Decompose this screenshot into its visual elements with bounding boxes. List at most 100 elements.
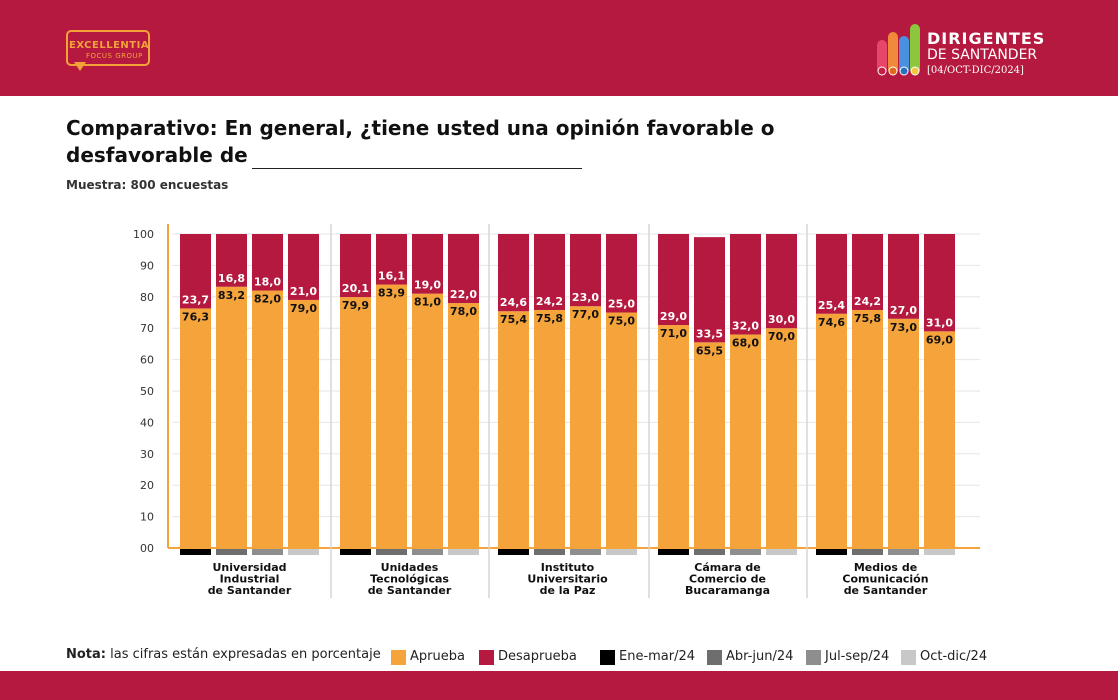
- chart-title: Comparativo: En general, ¿tiene usted un…: [66, 115, 826, 169]
- bar-desaprueba: [924, 234, 955, 332]
- data-label-desaprueba: 29,0: [660, 310, 687, 323]
- bar-desaprueba: [570, 234, 601, 307]
- bar-aprueba: [570, 306, 601, 548]
- category-label: Cámara de: [694, 561, 760, 574]
- bar-desaprueba: [606, 234, 637, 313]
- bar-aprueba: [180, 308, 211, 548]
- bar-desaprueba: [376, 234, 407, 285]
- sample-size: Muestra: 800 encuestas: [66, 178, 229, 192]
- period-marker: [216, 549, 247, 555]
- bar-desaprueba: [730, 234, 761, 335]
- bar-aprueba: [288, 299, 319, 548]
- data-label-desaprueba: 25,4: [818, 299, 845, 312]
- data-label-aprueba: 75,8: [854, 312, 881, 325]
- bar-aprueba: [766, 328, 797, 548]
- category-label: Medios de: [854, 561, 917, 574]
- bar-desaprueba: [888, 234, 919, 319]
- bar-desaprueba: [180, 234, 211, 309]
- legend-swatch-ene-mar: [600, 650, 615, 665]
- data-label-aprueba: 75,8: [536, 312, 563, 325]
- footer-bar: [0, 671, 1118, 700]
- legend-swatch-oct-dic: [901, 650, 916, 665]
- period-marker: [730, 549, 761, 555]
- y-tick-label: 00: [140, 542, 154, 555]
- category-label: Universitario: [527, 573, 608, 586]
- legend-swatch-aprueba: [391, 650, 406, 665]
- data-label-aprueba: 75,4: [500, 313, 527, 326]
- bar-desaprueba: [412, 234, 443, 294]
- bar-desaprueba: [216, 234, 247, 287]
- data-label-desaprueba: 23,0: [572, 291, 599, 304]
- data-label-desaprueba: 25,0: [608, 298, 635, 311]
- period-marker: [852, 549, 883, 555]
- data-label-desaprueba: 24,6: [500, 296, 527, 309]
- period-marker: [816, 549, 847, 555]
- excellentia-logo: EXCELLENTIA FOCUS GROUP: [66, 30, 156, 74]
- category-label: de la Paz: [540, 584, 596, 597]
- category-label: Comercio de: [689, 573, 766, 586]
- brand-logo: DIRIGENTES DE SANTANDER [04/OCT-DIC/2024…: [875, 22, 1075, 82]
- bar-aprueba: [412, 293, 443, 548]
- brand-date: [04/OCT-DIC/2024]: [927, 65, 1024, 76]
- y-tick-label: 60: [140, 354, 154, 367]
- bar-aprueba: [498, 311, 529, 548]
- bar-aprueba: [694, 342, 725, 548]
- y-tick-label: 90: [140, 259, 154, 272]
- category-label: de Santander: [208, 584, 292, 597]
- category-label: Unidades: [381, 561, 439, 574]
- legend-swatch-desaprueba: [479, 650, 494, 665]
- bar-aprueba: [658, 325, 689, 548]
- bar-aprueba: [888, 318, 919, 548]
- category-label: de Santander: [844, 584, 928, 597]
- footnote-label: Nota:: [66, 647, 106, 662]
- bar-desaprueba: [498, 234, 529, 312]
- data-label-aprueba: 83,2: [218, 289, 245, 302]
- data-label-desaprueba: 27,0: [890, 304, 917, 317]
- period-marker: [888, 549, 919, 555]
- data-label-aprueba: 82,0: [254, 293, 281, 306]
- data-label-desaprueba: 23,7: [182, 293, 209, 306]
- data-label-aprueba: 76,3: [182, 310, 209, 323]
- data-label-aprueba: 65,5: [696, 344, 723, 357]
- period-marker: [412, 549, 443, 555]
- bar-desaprueba: [816, 234, 847, 314]
- data-label-aprueba: 77,0: [572, 308, 599, 321]
- period-marker: [570, 549, 601, 555]
- brand-title: DIRIGENTES: [927, 29, 1046, 48]
- period-marker: [252, 549, 283, 555]
- category-label: Industrial: [220, 573, 280, 586]
- category-label: Bucaramanga: [685, 584, 770, 597]
- period-marker: [376, 549, 407, 555]
- data-label-desaprueba: 24,2: [854, 295, 881, 308]
- data-label-aprueba: 78,0: [450, 305, 477, 318]
- data-label-desaprueba: 31,0: [926, 316, 953, 329]
- y-tick-label: 20: [140, 479, 154, 492]
- legend-swatch-abr-jun: [707, 650, 722, 665]
- bar-aprueba: [852, 309, 883, 548]
- bar-desaprueba: [534, 234, 565, 310]
- bar-aprueba: [340, 297, 371, 548]
- data-label-desaprueba: 16,8: [218, 272, 245, 285]
- data-label-aprueba: 70,0: [768, 330, 795, 343]
- data-label-aprueba: 81,0: [414, 296, 441, 309]
- bar-desaprueba: [252, 234, 283, 291]
- period-marker: [340, 549, 371, 555]
- category-label: de Santander: [368, 584, 452, 597]
- stacked-bar-chart: 00 10 20 30 40 50 60 70 80 90 100 76,3 23,7 83,2 16,8 8…: [133, 224, 980, 598]
- bar-desaprueba: [766, 234, 797, 329]
- legend-swatch-jul-sep: [806, 650, 821, 665]
- brand-subtitle: DE SANTANDER: [927, 47, 1038, 63]
- bar-desaprueba: [340, 234, 371, 298]
- category-label: Instituto: [541, 561, 595, 574]
- header-bar: [0, 0, 1118, 96]
- title-line-2: desfavorable de: [66, 143, 248, 167]
- title-line-1: Comparativo: En general, ¿tiene usted un…: [66, 116, 775, 140]
- period-marker: [766, 549, 797, 555]
- data-label-aprueba: 71,0: [660, 327, 687, 340]
- y-tick-label: 50: [140, 385, 154, 398]
- legend-label-desaprueba: Desaprueba: [498, 649, 577, 664]
- category-label: Universidad: [212, 561, 286, 574]
- data-label-desaprueba: 20,1: [342, 282, 369, 295]
- bar-aprueba: [252, 290, 283, 548]
- bar-aprueba: [376, 284, 407, 548]
